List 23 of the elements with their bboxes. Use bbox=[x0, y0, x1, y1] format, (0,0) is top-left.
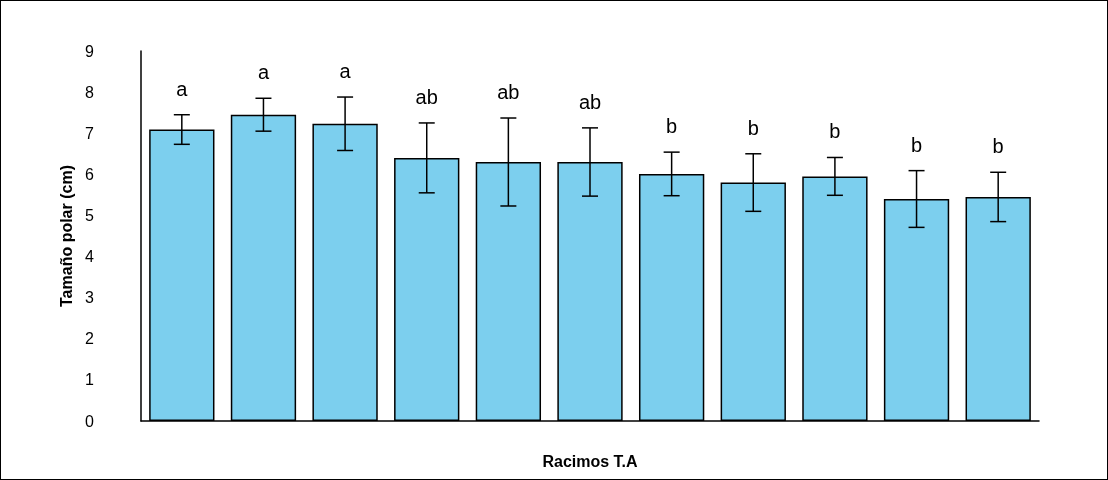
annotation: b bbox=[747, 116, 759, 139]
annotation: b bbox=[910, 133, 923, 156]
y-tick-label: 3 bbox=[85, 289, 94, 307]
y-axis-title: Tamaño polar (cm) bbox=[57, 165, 75, 307]
annotation: b bbox=[829, 120, 841, 143]
annotation: a bbox=[257, 61, 270, 84]
y-tick-label: 8 bbox=[85, 83, 94, 101]
y-tick-label: 5 bbox=[85, 206, 94, 224]
annotation: a bbox=[176, 77, 189, 100]
y-tick-label: 7 bbox=[85, 124, 94, 142]
annotation: ab bbox=[497, 81, 520, 104]
y-tick-label: 9 bbox=[85, 42, 94, 60]
annotation: b bbox=[666, 115, 678, 138]
y-tick-label: 1 bbox=[85, 371, 94, 389]
x-axis-title: Racimos T.A bbox=[542, 452, 639, 470]
annotation: b bbox=[992, 135, 1004, 158]
y-tick-label: 0 bbox=[85, 412, 94, 430]
y-tick-label: 6 bbox=[85, 165, 94, 183]
y-tick-label: 4 bbox=[85, 248, 94, 266]
annotation: a bbox=[339, 60, 352, 83]
y-tick-label: 2 bbox=[85, 330, 94, 348]
annotation: ab bbox=[415, 85, 438, 108]
annotation: ab bbox=[578, 90, 602, 113]
